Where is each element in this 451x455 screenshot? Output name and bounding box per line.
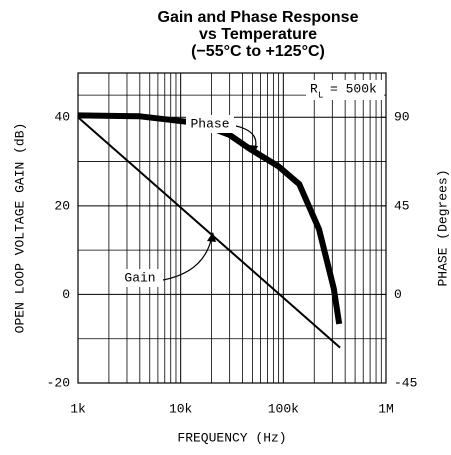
y2-axis-label: PHASE (Degrees) <box>435 169 450 286</box>
series-line <box>77 116 341 349</box>
plot-frame <box>77 72 387 384</box>
y2-tick-label: 45 <box>394 198 410 213</box>
label-bg <box>306 80 384 100</box>
y-axis-label: OPEN LOOP VOLTAGE GAIN (dB) <box>12 123 27 334</box>
chart-title: vs Temperature <box>199 26 317 43</box>
chart-title: (−55°C to +125°C) <box>191 43 325 60</box>
y2-tick-label: 0 <box>394 287 402 302</box>
series-label: Phase <box>190 116 229 131</box>
series-line <box>77 112 343 325</box>
arrow-head <box>249 145 258 154</box>
y2-tick-label: -45 <box>394 375 417 390</box>
y-tick-label: 0 <box>62 287 70 302</box>
chart-title: Gain and Phase Response <box>158 9 359 26</box>
series-label: Gain <box>124 270 155 285</box>
x-tick-label: 1M <box>378 401 394 416</box>
annotation: R <box>310 81 318 96</box>
annotation: = 500k <box>330 81 377 96</box>
arrow <box>162 235 213 281</box>
x-tick-label: 10k <box>169 401 193 416</box>
annotation: L <box>318 90 323 100</box>
y-tick-label: -20 <box>47 375 70 390</box>
y-tick-label: 20 <box>54 198 70 213</box>
x-tick-label: 100k <box>268 401 299 416</box>
y-tick-label: 40 <box>54 110 70 125</box>
y2-tick-label: 90 <box>394 110 410 125</box>
label-bg <box>186 115 234 133</box>
x-axis-label: FREQUENCY (Hz) <box>177 430 286 445</box>
arrow-head <box>207 232 216 242</box>
x-tick-label: 1k <box>70 401 86 416</box>
label-bg <box>118 269 162 287</box>
